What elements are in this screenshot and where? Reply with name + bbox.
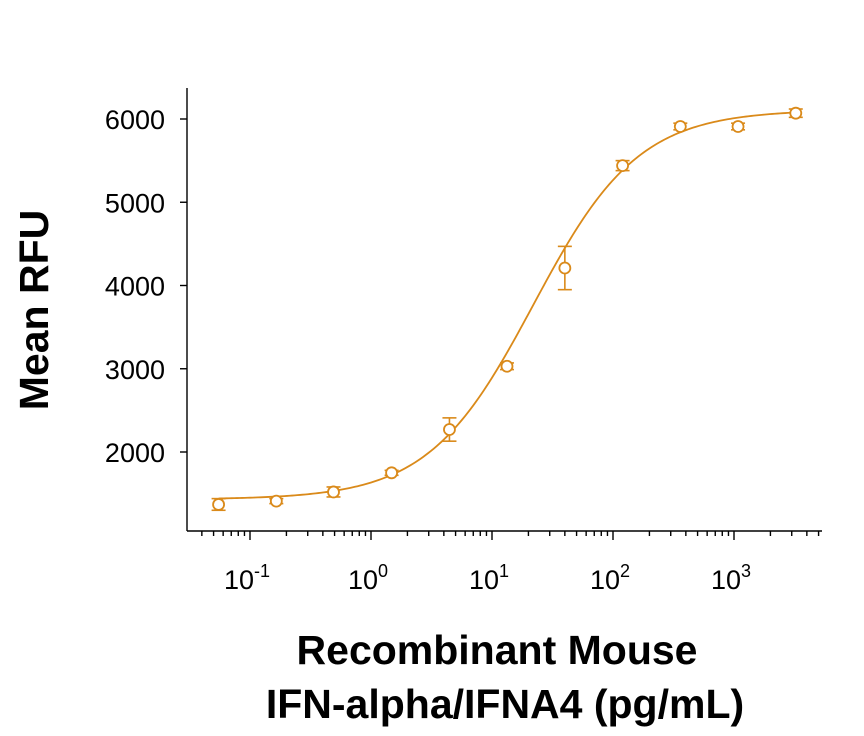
point-marker <box>558 261 572 275</box>
fit-curve <box>218 111 796 500</box>
point-marker <box>500 359 514 373</box>
x-axis-title-line-2: IFN-alpha/IFNA4 (pg/mL) <box>266 681 744 727</box>
data-point <box>788 106 803 120</box>
data-point <box>615 159 630 173</box>
data-point <box>557 245 572 291</box>
data-point <box>499 359 514 373</box>
point-marker <box>212 498 225 511</box>
x-tick-base: 10 <box>590 565 620 595</box>
x-tick-label: 101 <box>469 561 509 595</box>
y-axis-title: Mean RFU <box>11 210 57 410</box>
point-marker <box>731 120 745 133</box>
point-marker <box>789 106 803 120</box>
y-tick-label: 6000 <box>105 105 165 135</box>
point-marker <box>616 159 629 173</box>
x-tick-exponent: 0 <box>378 561 388 581</box>
plot-axes <box>186 88 822 532</box>
y-tick-label: 4000 <box>105 272 165 302</box>
data-point <box>731 120 746 133</box>
data-point <box>384 466 399 480</box>
x-tick-label: 10-1 <box>224 561 270 595</box>
point-marker <box>269 494 283 508</box>
x-ticks: 10-1 100 101 102 103 <box>201 531 820 595</box>
x-tick-label: 100 <box>348 561 388 595</box>
point-marker <box>673 120 687 133</box>
x-tick-exponent: 2 <box>620 561 630 581</box>
data-point <box>673 120 688 133</box>
x-tick-base: 10 <box>711 565 741 595</box>
x-tick-exponent: 3 <box>741 561 751 581</box>
point-marker <box>385 466 399 480</box>
x-tick-exponent: -1 <box>254 561 270 581</box>
points-layer <box>211 106 803 512</box>
point-marker <box>327 485 340 499</box>
point-marker <box>443 423 456 436</box>
x-tick-base: 10 <box>224 565 254 595</box>
data-point <box>326 485 341 499</box>
data-point <box>269 494 284 508</box>
x-tick-exponent: 1 <box>499 561 509 581</box>
x-tick-label: 102 <box>590 561 630 595</box>
x-tick-base: 10 <box>469 565 499 595</box>
y-tick-label: 5000 <box>105 188 165 218</box>
y-tick-label: 3000 <box>105 355 165 385</box>
x-axis-title-line-1: Recombinant Mouse <box>297 627 698 673</box>
fit-layer <box>218 111 796 500</box>
y-ticks: 2000 3000 4000 5000 6000 <box>105 105 187 468</box>
data-point <box>211 497 226 512</box>
x-tick-base: 10 <box>348 565 378 595</box>
y-tick-label: 2000 <box>105 438 165 468</box>
x-tick-label: 103 <box>711 561 751 595</box>
data-point <box>442 417 457 442</box>
